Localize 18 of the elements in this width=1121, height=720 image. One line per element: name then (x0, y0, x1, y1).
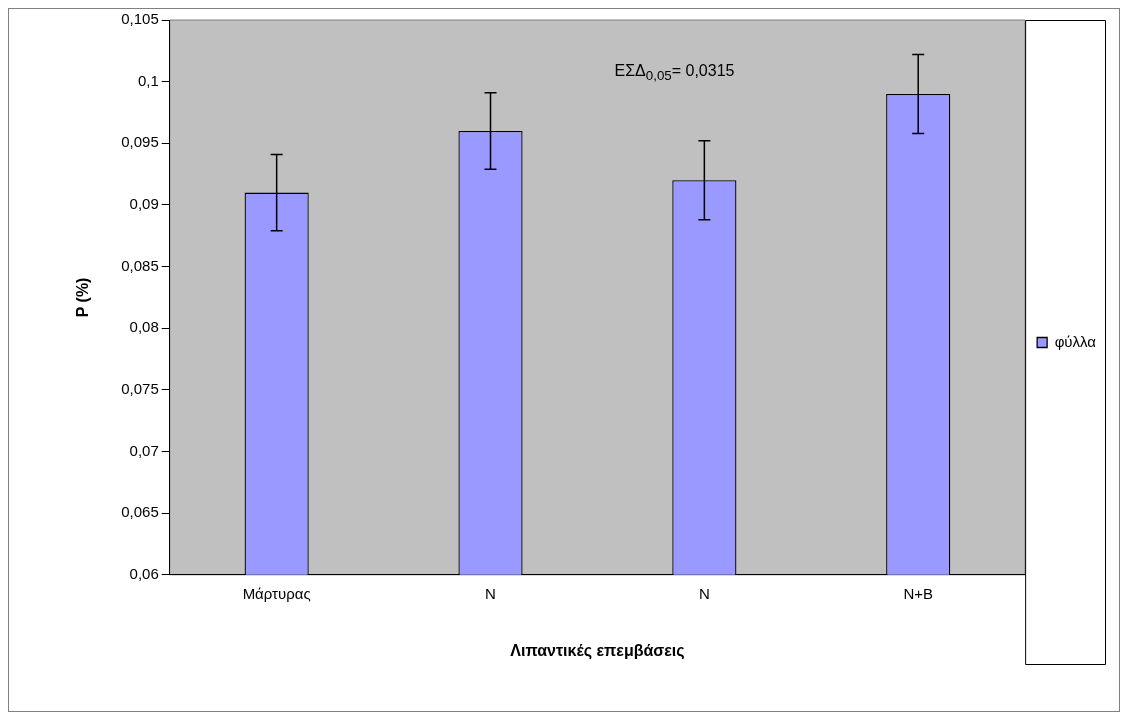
legend-label: φύλλα (1054, 332, 1097, 350)
x-tick-label: N+B (903, 584, 934, 602)
y-tick-label: 0,095 (121, 133, 159, 151)
y-tick-label: 0,09 (129, 195, 159, 213)
y-tick-label: 0,07 (129, 441, 159, 459)
annotation: ΕΣΔ$_{0,05}$= 0,0315 (614, 62, 735, 84)
y-tick-label: 0,075 (121, 380, 159, 398)
x-axis-title: Λιπαντικές επεμβάσεις (510, 641, 685, 660)
y-tick-label: 0,1 (137, 71, 159, 89)
x-tick-label: N (698, 584, 710, 602)
y-tick-label: 0,085 (121, 256, 159, 274)
y-tick-label: 0,08 (129, 318, 159, 336)
y-tick-label: 0,06 (129, 564, 159, 582)
y-tick-label: 0,065 (121, 503, 159, 521)
x-tick-label: Μάρτυρας (242, 584, 311, 602)
y-tick-label: 0,105 (121, 10, 159, 28)
x-tick-label: N (485, 584, 496, 602)
y-axis-title: P (%) (74, 277, 92, 318)
